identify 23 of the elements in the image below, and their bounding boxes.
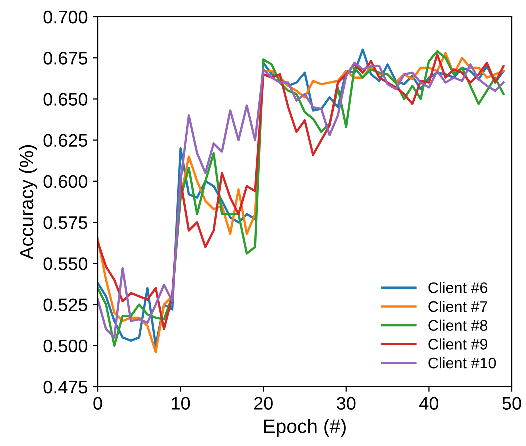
x-tick-label: 20 xyxy=(254,397,273,410)
y-axis-title: Accuracy (%) xyxy=(19,145,38,260)
y-tick-label: 0.575 xyxy=(44,216,88,230)
legend-label: Client #6 xyxy=(428,282,488,294)
legend-label: Client #10 xyxy=(428,357,496,369)
legend-label: Client #8 xyxy=(428,320,488,332)
y-tick-label: 0.550 xyxy=(44,258,88,270)
y-tick-label: 0.675 xyxy=(44,52,88,65)
y-tick-label: 0.475 xyxy=(44,380,88,394)
x-tick-label: 50 xyxy=(502,397,522,410)
y-tick-label: 0.525 xyxy=(44,298,88,312)
x-tick-label: 10 xyxy=(172,397,190,410)
x-tick-label: 30 xyxy=(337,397,356,410)
y-tick-label: 0.625 xyxy=(44,134,88,148)
y-tick-label: 0.700 xyxy=(44,10,88,24)
y-tick-label: 0.500 xyxy=(44,340,88,353)
x-tick-label: 40 xyxy=(420,397,439,410)
x-tick-label: 0 xyxy=(94,397,102,410)
legend-label: Client #9 xyxy=(428,338,488,350)
x-axis-title: Epoch (#) xyxy=(264,419,346,438)
y-tick-label: 0.650 xyxy=(44,93,88,106)
y-tick-label: 0.600 xyxy=(44,175,88,188)
legend-label: Client #7 xyxy=(428,301,488,312)
